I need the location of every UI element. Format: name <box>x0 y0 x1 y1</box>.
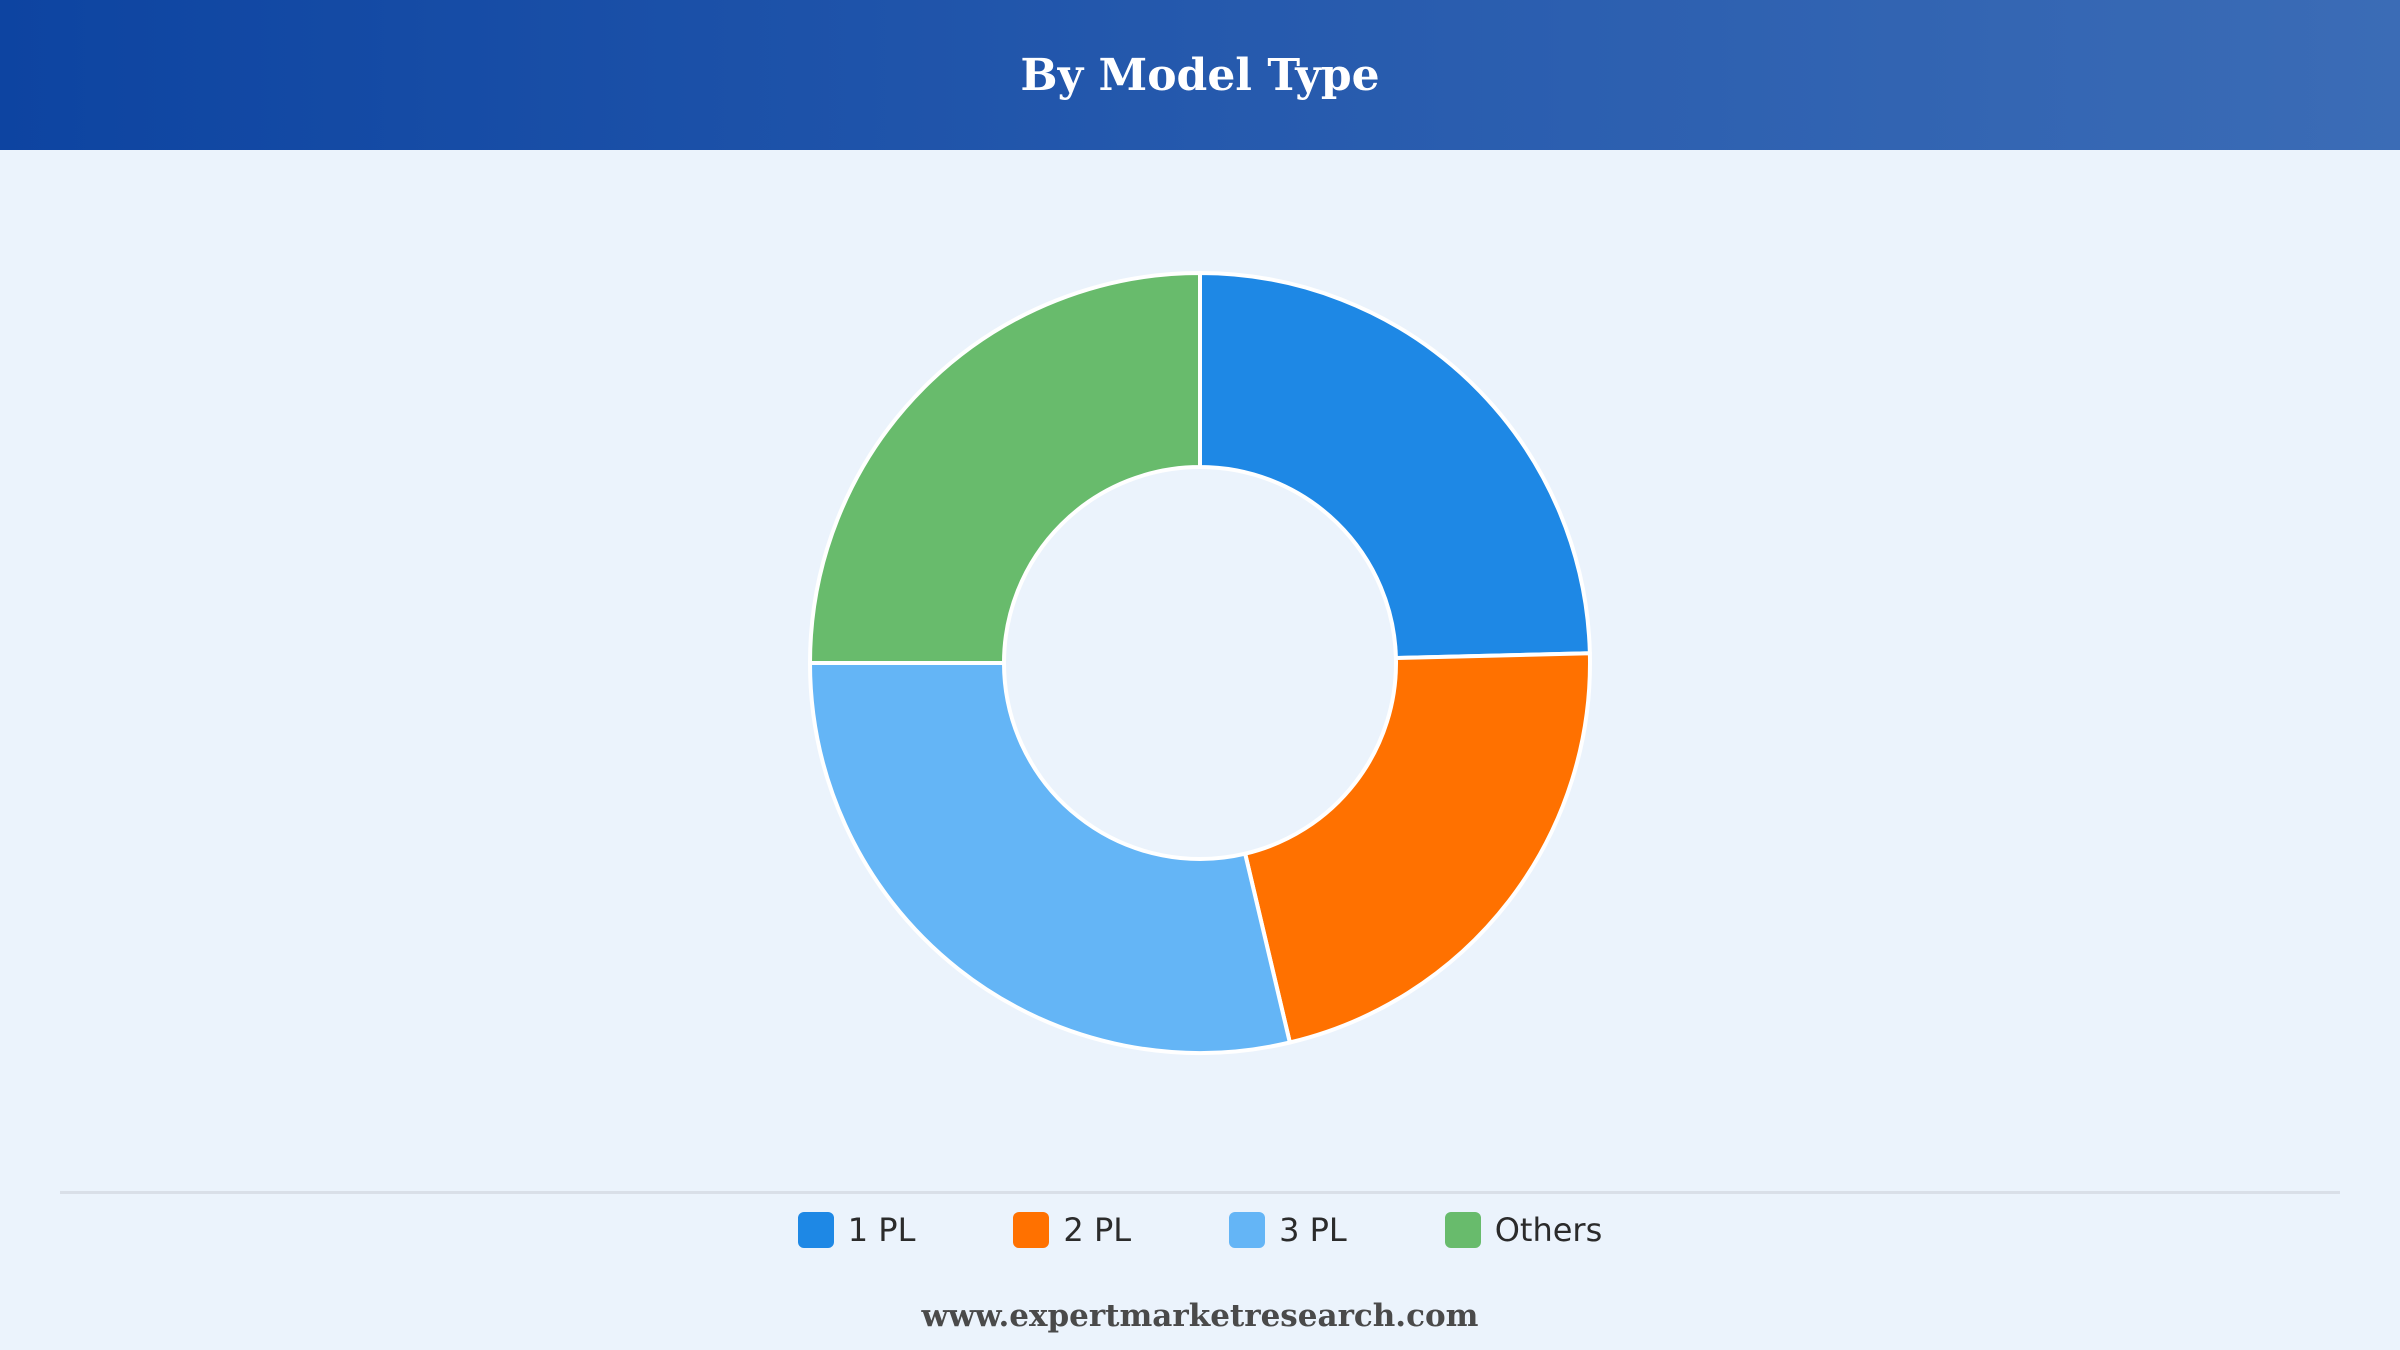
legend-label: Others <box>1494 1211 1603 1249</box>
donut-chart <box>808 271 1592 1055</box>
legend-item-1-pl[interactable]: 1 PL <box>797 1211 916 1249</box>
chart-title: By Model Type <box>1020 49 1380 101</box>
chart-legend: 1 PL 2 PL 3 PL Others <box>0 1206 2400 1254</box>
header-bar: By Model Type <box>0 0 2400 150</box>
legend-item-3-pl[interactable]: 3 PL <box>1229 1211 1347 1249</box>
legend-divider <box>60 1191 2340 1194</box>
slice-2-pl[interactable] <box>1243 651 1592 1045</box>
legend-label: 3 PL <box>1279 1211 1347 1249</box>
legend-label: 1 PL <box>847 1211 916 1249</box>
slice-1-pl[interactable] <box>1198 271 1592 661</box>
legend-item-2-pl[interactable]: 2 PL <box>1013 1211 1131 1249</box>
legend-swatch <box>797 1212 834 1248</box>
legend-label: 2 PL <box>1063 1211 1132 1249</box>
slice-others[interactable] <box>808 271 1202 665</box>
legend-swatch <box>1229 1212 1266 1248</box>
legend-item-others[interactable]: Others <box>1444 1211 1603 1249</box>
legend-swatch <box>1444 1212 1481 1248</box>
legend-swatch <box>1013 1212 1050 1248</box>
source-url: www.expertmarketresearch.com <box>921 1298 1479 1334</box>
slice-3-pl[interactable] <box>808 661 1292 1055</box>
